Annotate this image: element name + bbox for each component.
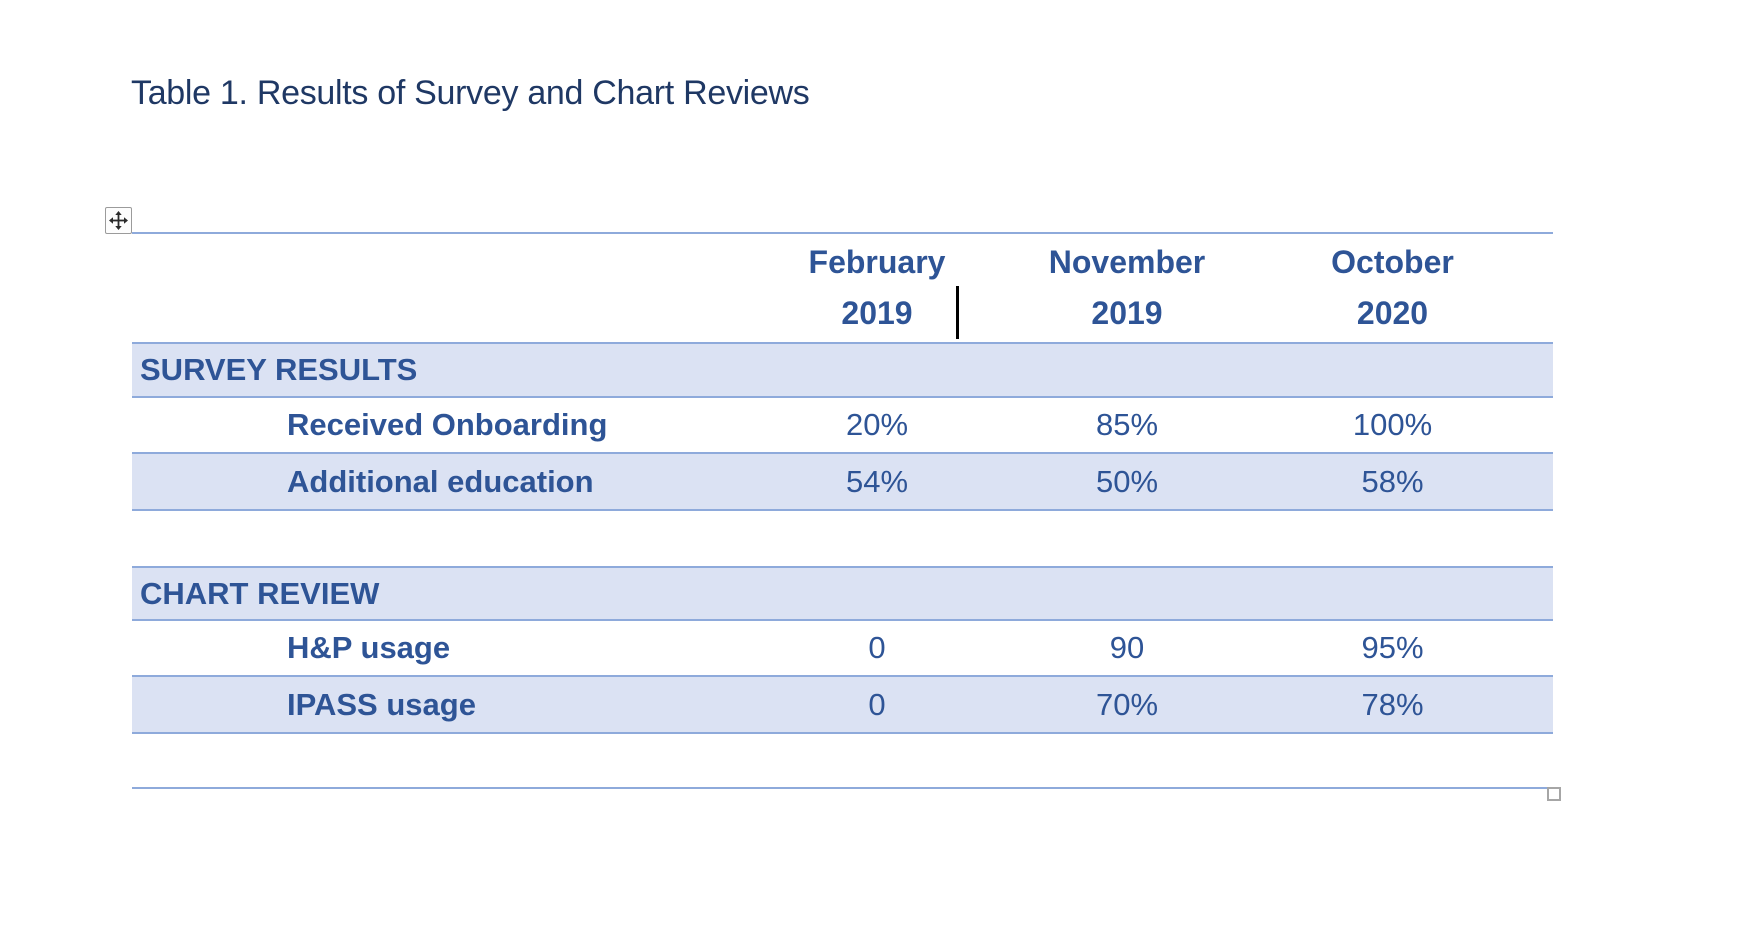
cell-value-feb: 54% bbox=[845, 463, 909, 499]
cell-value-nov: 90 bbox=[1109, 630, 1145, 665]
column-header-year: 2020 bbox=[1356, 295, 1429, 331]
cell-value-oct: 95% bbox=[1361, 630, 1424, 665]
table-row-additional-education[interactable]: Additional education 54% 50% 58% bbox=[132, 454, 1553, 511]
cell-value-feb: 0 bbox=[868, 686, 886, 722]
cell-value-oct: 100% bbox=[1352, 407, 1433, 442]
column-header-month: February bbox=[808, 244, 946, 280]
row-label: Received Onboarding bbox=[287, 407, 608, 442]
text-caret bbox=[956, 286, 959, 339]
column-header-february-2019[interactable]: February 2019 bbox=[732, 234, 1022, 342]
row-label: H&P usage bbox=[287, 630, 451, 665]
empty-cell bbox=[1232, 568, 1553, 619]
document-title[interactable]: Table 1. Results of Survey and Chart Rev… bbox=[131, 74, 810, 112]
row-label: Additional education bbox=[287, 463, 594, 499]
table-header-row: February 2019 November 2019 October 2020 bbox=[132, 234, 1553, 344]
column-header-october-2020[interactable]: October 2020 bbox=[1232, 234, 1553, 342]
empty-cell bbox=[1232, 511, 1553, 566]
section-header-label: SURVEY RESULTS bbox=[140, 352, 418, 387]
empty-cell bbox=[732, 568, 1022, 619]
cell-value-feb: 0 bbox=[868, 630, 886, 665]
results-table: February 2019 November 2019 October 2020… bbox=[132, 232, 1553, 789]
empty-cell bbox=[732, 511, 1022, 566]
cell-value-nov: 70% bbox=[1095, 686, 1159, 722]
spacer-row[interactable] bbox=[132, 511, 1553, 568]
empty-cell bbox=[732, 344, 1022, 396]
column-header-year: 2019 bbox=[841, 295, 913, 331]
section-header-label: CHART REVIEW bbox=[140, 575, 380, 611]
empty-cell bbox=[1022, 344, 1232, 396]
empty-cell bbox=[1022, 511, 1232, 566]
table-move-handle[interactable] bbox=[105, 207, 132, 234]
cell-value-nov: 50% bbox=[1095, 463, 1159, 499]
bottom-spacer-row[interactable] bbox=[132, 734, 1553, 789]
section-header-row-chart-review[interactable]: CHART REVIEW bbox=[132, 568, 1553, 621]
column-header-year: 2019 bbox=[1091, 295, 1163, 331]
cell-value-nov: 85% bbox=[1095, 407, 1159, 442]
table-row-received-onboarding[interactable]: Received Onboarding 20% 85% 100% bbox=[132, 398, 1553, 454]
column-header-month: October bbox=[1331, 244, 1454, 280]
empty-cell bbox=[1232, 344, 1553, 396]
empty-cell bbox=[132, 511, 732, 566]
empty-cell bbox=[132, 734, 732, 787]
cell-value-feb: 20% bbox=[845, 407, 909, 442]
table-resize-handle[interactable] bbox=[1547, 787, 1561, 801]
move-arrows-icon bbox=[109, 211, 128, 230]
empty-cell bbox=[732, 734, 1022, 787]
table-row-hp-usage[interactable]: H&P usage 0 90 95% bbox=[132, 621, 1553, 677]
cell-value-oct: 78% bbox=[1361, 686, 1424, 722]
column-header-november-2019[interactable]: November 2019 bbox=[1022, 234, 1232, 342]
header-empty-cell[interactable] bbox=[132, 234, 732, 342]
cell-value-oct: 58% bbox=[1361, 463, 1424, 499]
empty-cell bbox=[1232, 734, 1553, 787]
row-label: IPASS usage bbox=[287, 686, 476, 722]
empty-cell bbox=[1022, 568, 1232, 619]
table-row-ipass-usage[interactable]: IPASS usage 0 70% 78% bbox=[132, 677, 1553, 734]
column-header-month: November bbox=[1048, 244, 1206, 280]
section-header-row-survey-results[interactable]: SURVEY RESULTS bbox=[132, 344, 1553, 398]
empty-cell bbox=[1022, 734, 1232, 787]
